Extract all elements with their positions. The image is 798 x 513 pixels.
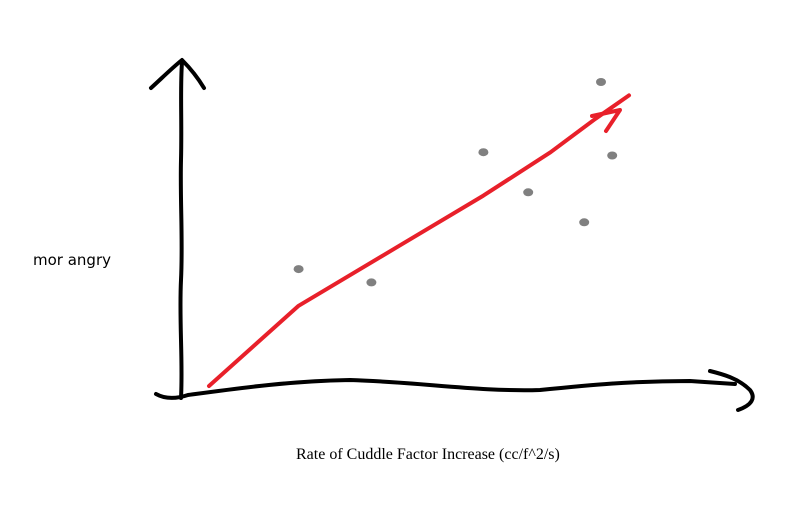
scatter-point-4 (523, 188, 534, 197)
x-axis-line (154, 377, 737, 400)
y-axis-label: mor angry (33, 251, 111, 269)
scatter-point-6 (596, 78, 606, 86)
scatter-point-2 (366, 278, 377, 287)
scatter-point-3 (478, 148, 489, 157)
scatter-point-1 (293, 265, 304, 274)
scatter-point-5 (579, 218, 590, 227)
y-axis-arrowhead (149, 58, 206, 90)
trend-arrowhead (590, 108, 622, 133)
trend-line (207, 93, 631, 388)
y-axis-line (178, 60, 184, 400)
x-axis-label: Rate of Cuddle Factor Increase (cc/f^2/s… (296, 446, 560, 463)
scatter-point-7 (607, 151, 618, 160)
scatter-points (293, 78, 618, 287)
x-axis-arrowhead (708, 369, 755, 412)
